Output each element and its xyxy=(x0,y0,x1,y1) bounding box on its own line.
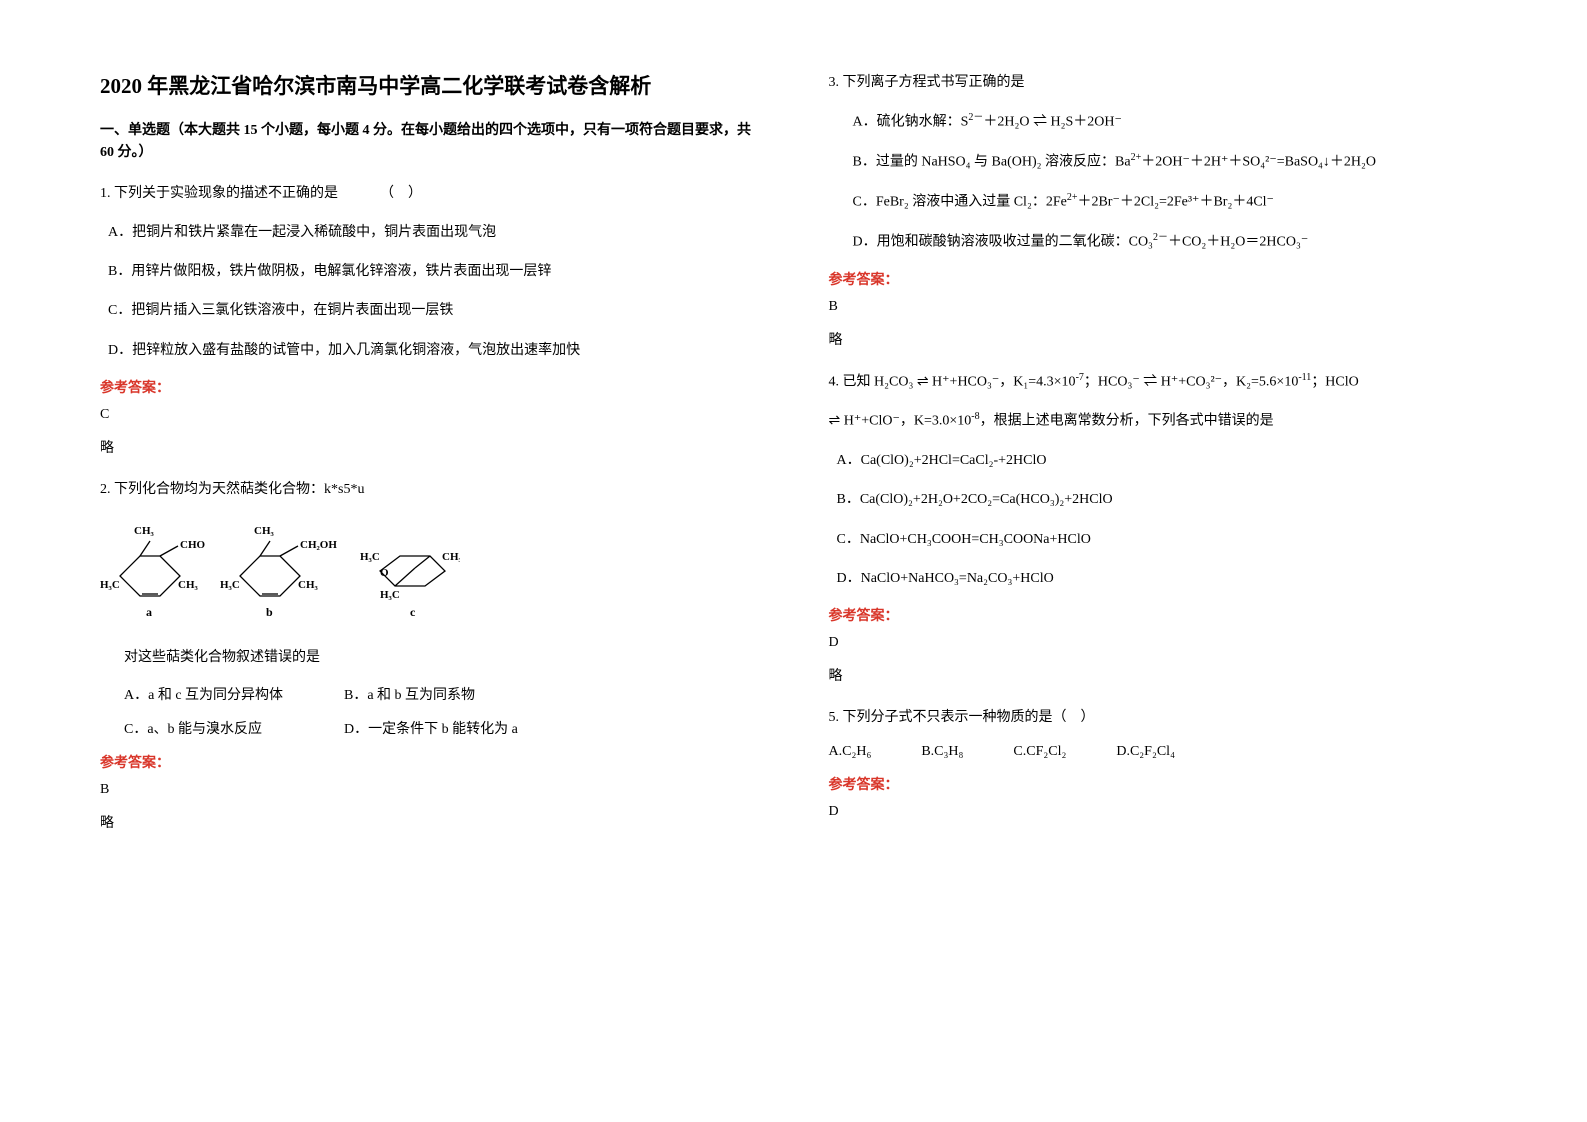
q4-option-c: C．NaClO+CH₃COOH=CH₃COONa+HClO xyxy=(829,527,1488,552)
svg-text:CH₂OH: CH₂OH xyxy=(300,539,337,551)
q2-answer: B xyxy=(100,782,759,798)
svg-text:CH₃: CH₃ xyxy=(442,551,460,563)
q5-option-c: C.CF₂Cl₂ xyxy=(1013,744,1066,760)
q2-row-ab: A．a 和 c 互为同分异构体 B．a 和 b 互为同系物 xyxy=(100,684,759,704)
svg-text:H₃C: H₃C xyxy=(380,589,400,601)
q2-desc: 对这些萜类化合物叙述错误的是 xyxy=(100,645,759,670)
q2-option-d: D．一定条件下 b 能转化为 a xyxy=(344,718,524,738)
q1-answer-label: 参考答案： xyxy=(100,377,759,397)
q3-option-c: C．FeBr₂ 溶液中通入过量 Cl₂：2Fe2+＋2Br⁻＋2Cl₂=2Fe³… xyxy=(829,189,1488,215)
svg-text:H₃C: H₃C xyxy=(100,579,120,591)
q5-option-a: A.C₂H₆ xyxy=(829,744,872,760)
q3-answer-label: 参考答案： xyxy=(829,269,1488,289)
molecule-c: H₃C CH₃ O H₃C c xyxy=(360,551,460,619)
q3-stem: 3. 下列离子方程式书写正确的是 xyxy=(829,70,1488,95)
q4-option-a: A．Ca(ClO)₂+2HCl=CaCl₂-+2HClO xyxy=(829,448,1488,473)
svg-text:H₃C: H₃C xyxy=(360,551,380,563)
q4-answer-label: 参考答案： xyxy=(829,605,1488,625)
q2-diagram: CH₃ CHO H₃C CH₃ a CH₃ CH₂OH H₃C CH₃ b xyxy=(100,516,759,631)
q5-option-b: B.C₃H₈ xyxy=(921,744,963,760)
q4-note: 略 xyxy=(829,665,1488,685)
molecule-diagram-svg: CH₃ CHO H₃C CH₃ a CH₃ CH₂OH H₃C CH₃ b xyxy=(100,516,460,626)
q5-stem: 5. 下列分子式不只表示一种物质的是（ ） xyxy=(829,705,1488,730)
q4-answer: D xyxy=(829,635,1488,651)
q1-option-a: A．把铜片和铁片紧靠在一起浸入稀硫酸中，铜片表面出现气泡 xyxy=(100,220,759,245)
q1-option-d: D．把锌粒放入盛有盐酸的试管中，加入几滴氯化铜溶液，气泡放出速率加快 xyxy=(100,338,759,363)
q4-option-d: D．NaClO+NaHCO₃=Na₂CO₃+HClO xyxy=(829,566,1488,591)
q1-answer: C xyxy=(100,407,759,423)
q3-option-a: A．硫化钠水解：S2－＋2H₂O ⇌ H₂S＋2OH⁻ xyxy=(829,109,1488,135)
q1-stem: 1. 下列关于实验现象的描述不正确的是 （ ） xyxy=(100,181,759,206)
svg-text:c: c xyxy=(410,605,416,619)
q1-note: 略 xyxy=(100,437,759,457)
q5-options-row: A.C₂H₆ B.C₃H₈ C.CF₂Cl₂ D.C₂F₂Cl₄ xyxy=(829,744,1488,760)
q4-option-b: B．Ca(ClO)₂+2H₂O+2CO₂=Ca(HCO₃)₂+2HClO xyxy=(829,487,1488,512)
q3-option-d: D．用饱和碳酸钠溶液吸收过量的二氧化碳：CO₃2－＋CO₂＋H₂O＝2HCO₃⁻ xyxy=(829,229,1488,255)
q4-stem-line2: ⇌ H⁺+ClO⁻，K=3.0×10-8，根据上述电离常数分析，下列各式中错误的… xyxy=(829,408,1488,434)
svg-text:O: O xyxy=(380,567,389,579)
svg-text:H₃C: H₃C xyxy=(220,579,240,591)
q3-answer: B xyxy=(829,299,1488,315)
q2-row-cd: C．a、b 能与溴水反应 D．一定条件下 b 能转化为 a xyxy=(100,718,759,738)
left-column: 2020 年黑龙江省哈尔滨市南马中学高二化学联考试卷含解析 一、单选题（本大题共… xyxy=(100,70,759,1052)
q5-answer: D xyxy=(829,804,1488,820)
q2-option-c: C．a、b 能与溴水反应 xyxy=(124,718,304,738)
svg-text:CH₃: CH₃ xyxy=(298,579,319,591)
q2-option-a: A．a 和 c 互为同分异构体 xyxy=(124,684,304,704)
svg-text:CHO: CHO xyxy=(180,539,206,551)
q2-option-b: B．a 和 b 互为同系物 xyxy=(344,684,524,704)
q2-answer-label: 参考答案： xyxy=(100,752,759,772)
right-column: 3. 下列离子方程式书写正确的是 A．硫化钠水解：S2－＋2H₂O ⇌ H₂S＋… xyxy=(829,70,1488,1052)
page-title: 2020 年黑龙江省哈尔滨市南马中学高二化学联考试卷含解析 xyxy=(100,70,759,100)
q1-option-c: C．把铜片插入三氯化铁溶液中，在铜片表面出现一层铁 xyxy=(100,298,759,323)
q2-stem: 2. 下列化合物均为天然萜类化合物：k*s5*u xyxy=(100,477,759,502)
svg-text:CH₃: CH₃ xyxy=(254,525,275,537)
q5-option-d: D.C₂F₂Cl₄ xyxy=(1116,744,1175,760)
q3-option-b: B．过量的 NaHSO₄ 与 Ba(OH)₂ 溶液反应：Ba2+＋2OH⁻＋2H… xyxy=(829,149,1488,175)
svg-text:b: b xyxy=(266,605,273,619)
svg-text:CH₃: CH₃ xyxy=(134,525,155,537)
q2-note: 略 xyxy=(100,812,759,832)
q4-stem-line1: 4. 已知 H₂CO₃ ⇌ H⁺+HCO₃⁻，K₁=4.3×10-7；HCO₃⁻… xyxy=(829,369,1488,395)
q3-note: 略 xyxy=(829,329,1488,349)
svg-text:a: a xyxy=(146,605,152,619)
section-header: 一、单选题（本大题共 15 个小题，每小题 4 分。在每小题给出的四个选项中，只… xyxy=(100,120,759,165)
q1-option-b: B．用锌片做阳极，铁片做阴极，电解氯化锌溶液，铁片表面出现一层锌 xyxy=(100,259,759,284)
q5-answer-label: 参考答案： xyxy=(829,774,1488,794)
svg-text:CH₃: CH₃ xyxy=(178,579,199,591)
molecule-b: CH₃ CH₂OH H₃C CH₃ b xyxy=(220,525,337,619)
molecule-a: CH₃ CHO H₃C CH₃ a xyxy=(100,525,206,619)
